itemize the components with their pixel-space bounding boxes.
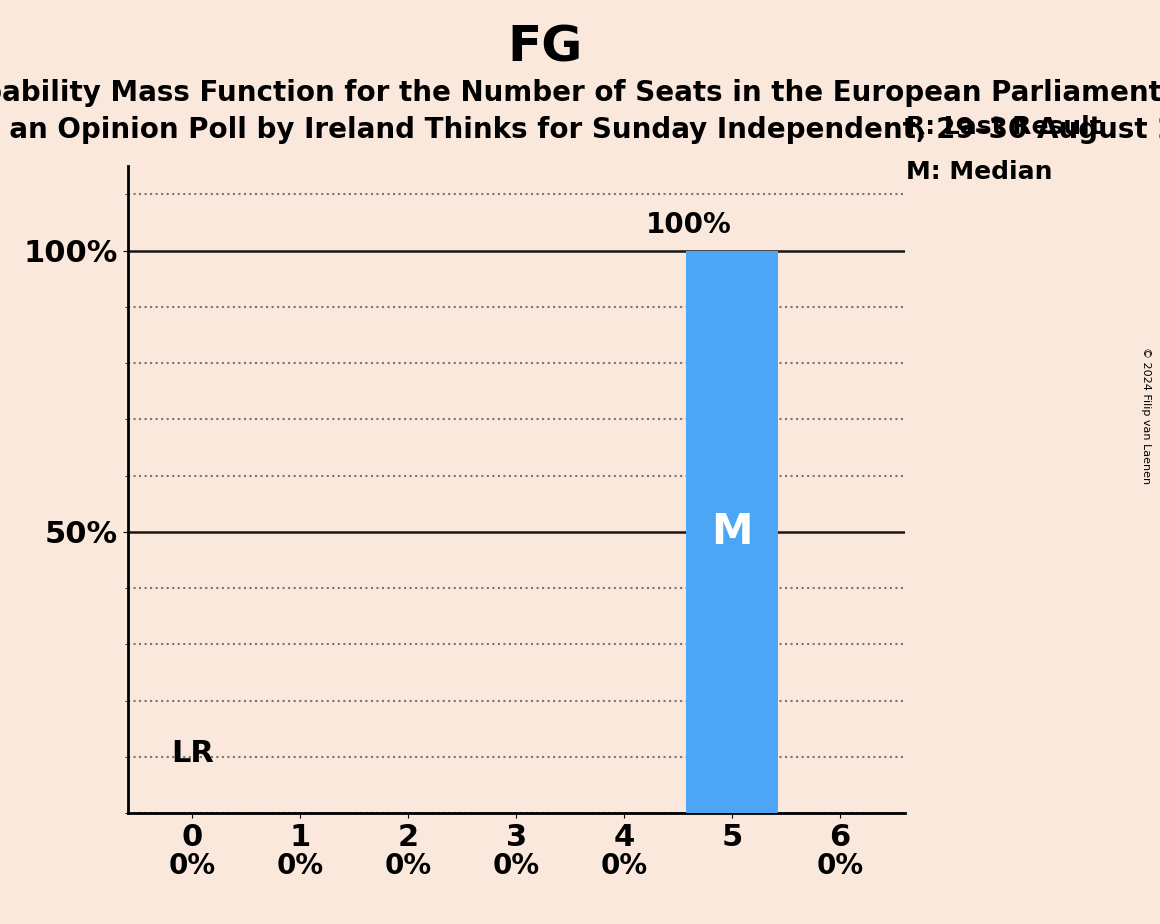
Text: © 2024 Filip van Laenen: © 2024 Filip van Laenen [1141, 347, 1151, 484]
Text: 100%: 100% [646, 212, 732, 239]
Text: 0%: 0% [277, 852, 324, 880]
Bar [687, 250, 778, 813]
Text: M: M [711, 511, 753, 553]
Text: 0%: 0% [493, 852, 539, 880]
Text: 0%: 0% [817, 852, 863, 880]
Text: M: Median: M: Median [906, 160, 1053, 184]
Text: LR: LR [171, 739, 213, 768]
Text: Probability Mass Function for the Number of Seats in the European Parliament: Probability Mass Function for the Number… [0, 79, 1160, 106]
Text: 0%: 0% [601, 852, 647, 880]
Text: R: Last Result: R: Last Result [906, 115, 1102, 139]
Text: 0%: 0% [385, 852, 432, 880]
Text: Based on an Opinion Poll by Ireland Thinks for Sunday Independent, 29–30 August : Based on an Opinion Poll by Ireland Thin… [0, 116, 1160, 143]
Text: FG: FG [508, 23, 582, 71]
Text: 0%: 0% [169, 852, 216, 880]
